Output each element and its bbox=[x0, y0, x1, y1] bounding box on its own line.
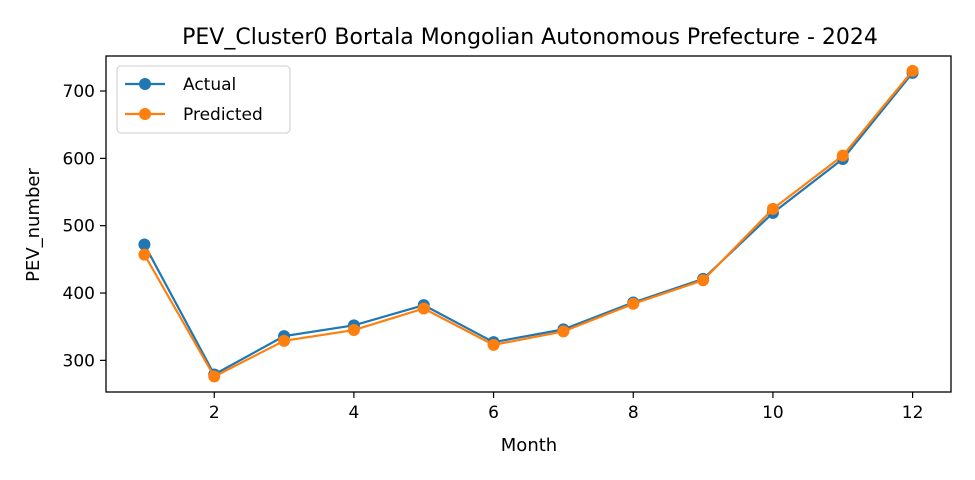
chart-title: PEV_Cluster0 Bortala Mongolian Autonomou… bbox=[182, 25, 878, 50]
data-point-predicted bbox=[906, 64, 919, 77]
series-line-predicted bbox=[143, 70, 914, 378]
legend-marker-actual bbox=[139, 78, 151, 90]
y-tick-label: 500 bbox=[63, 217, 95, 237]
data-point-predicted bbox=[417, 302, 430, 315]
legend-label-predicted: Predicted bbox=[183, 105, 263, 125]
data-point-predicted bbox=[836, 149, 849, 162]
data-point-predicted bbox=[208, 370, 221, 383]
series-layer bbox=[138, 64, 919, 383]
legend: Actual Predicted bbox=[116, 65, 291, 134]
x-tick-label: 12 bbox=[902, 403, 924, 423]
data-point-actual bbox=[138, 238, 151, 251]
legend-label-actual: Actual bbox=[183, 75, 236, 95]
y-tick-label: 700 bbox=[63, 82, 95, 102]
data-point-predicted bbox=[138, 248, 151, 261]
data-point-predicted bbox=[697, 274, 710, 287]
x-tick-label: 10 bbox=[762, 403, 784, 423]
legend-box bbox=[116, 65, 291, 134]
y-tick-label: 300 bbox=[63, 351, 95, 371]
y-axis-ticks: 300 400 500 600 700 bbox=[63, 82, 106, 371]
x-tick-label: 8 bbox=[628, 403, 639, 423]
data-point-predicted bbox=[557, 325, 570, 338]
data-point-predicted bbox=[766, 202, 779, 215]
series-line-actual bbox=[143, 72, 914, 376]
x-axis-ticks: 2 4 6 8 10 12 bbox=[209, 392, 924, 423]
y-tick-label: 600 bbox=[63, 149, 95, 169]
legend-items: Actual Predicted bbox=[125, 75, 263, 125]
y-axis-label: PEV_number bbox=[23, 168, 44, 282]
data-point-predicted bbox=[627, 297, 640, 310]
x-axis-label: Month bbox=[501, 435, 557, 456]
legend-marker-predicted bbox=[139, 108, 151, 120]
data-point-predicted bbox=[487, 338, 500, 351]
data-point-predicted bbox=[278, 334, 291, 347]
x-tick-label: 4 bbox=[348, 403, 359, 423]
x-tick-label: 6 bbox=[488, 403, 499, 423]
axes-frame bbox=[105, 55, 952, 393]
series-predicted bbox=[138, 64, 919, 383]
x-tick-label: 2 bbox=[209, 403, 220, 423]
y-tick-label: 400 bbox=[63, 284, 95, 304]
data-point-predicted bbox=[347, 324, 360, 337]
